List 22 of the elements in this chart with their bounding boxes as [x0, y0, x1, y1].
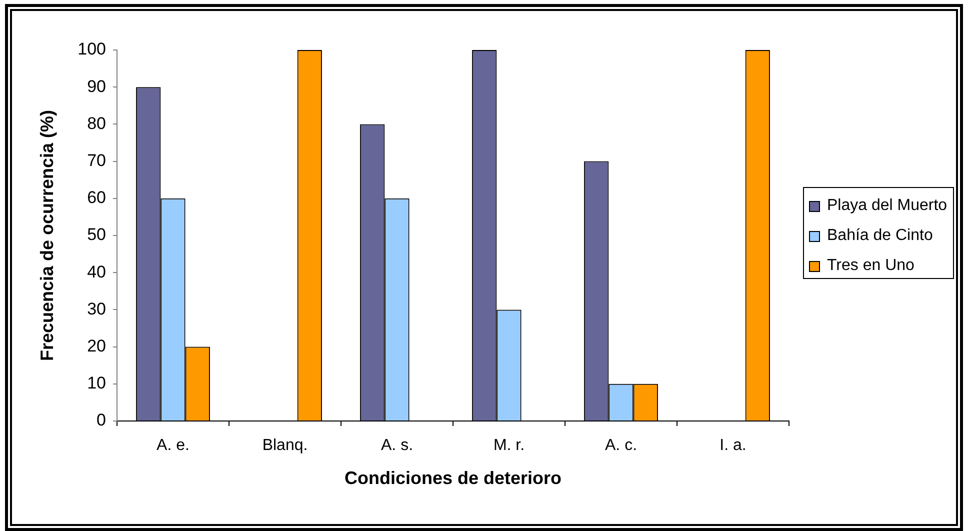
y-tick-label: 0	[96, 410, 106, 430]
legend-label: Tres en Uno	[827, 257, 914, 275]
y-tick-label: 50	[87, 225, 106, 244]
x-tick-label: A. s.	[380, 437, 414, 454]
x-tick-label: I. a.	[720, 437, 746, 454]
legend-label: Playa del Muerto	[827, 197, 948, 215]
y-tick-label: 30	[87, 299, 106, 318]
y-tick-label: 90	[87, 76, 106, 96]
y-tick-label: 70	[87, 150, 106, 170]
y-axis-title: Frecuencia de ocurrencia (%)	[36, 110, 57, 362]
y-tick-label: 100	[78, 40, 106, 59]
legend-label: Bahía de Cinto	[827, 227, 933, 245]
x-tick-label: A. c.	[604, 437, 638, 454]
x-axis-title: Condiciones de deterioro	[344, 468, 562, 488]
x-tick-label: Blanq.	[262, 437, 308, 454]
y-tick-label: 10	[87, 374, 106, 393]
y-tick-label: 60	[87, 188, 106, 208]
y-tick-label: 20	[87, 336, 106, 356]
x-tick-label: M. r.	[493, 437, 525, 454]
x-tick-label: A. e.	[156, 437, 190, 454]
y-tick-label: 80	[87, 114, 106, 133]
y-tick-label: 40	[87, 262, 106, 282]
